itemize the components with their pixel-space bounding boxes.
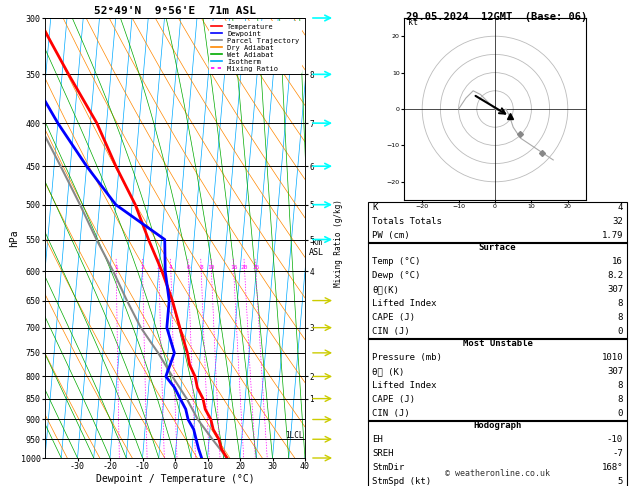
Text: 16: 16 [230,265,237,270]
Text: 20: 20 [241,265,248,270]
Text: PW (cm): PW (cm) [372,231,409,240]
Text: Temp (°C): Temp (°C) [372,257,420,266]
Text: 8: 8 [199,265,203,270]
Text: -10: -10 [607,435,623,444]
Text: SREH: SREH [372,449,394,458]
Text: 2: 2 [141,265,145,270]
Text: CAPE (J): CAPE (J) [372,395,415,404]
Text: 168°: 168° [601,463,623,472]
Text: Dewp (°C): Dewp (°C) [372,271,420,280]
Text: CAPE (J): CAPE (J) [372,313,415,322]
Text: CIN (J): CIN (J) [372,327,409,336]
Text: 1: 1 [114,265,118,270]
Text: 5: 5 [618,477,623,486]
Text: 4: 4 [618,203,623,212]
Text: StmSpd (kt): StmSpd (kt) [372,477,431,486]
Text: -7: -7 [612,449,623,458]
Text: EH: EH [372,435,383,444]
Text: Hodograph: Hodograph [473,421,521,430]
Y-axis label: hPa: hPa [9,229,19,247]
Text: 307: 307 [607,367,623,376]
Legend: Temperature, Dewpoint, Parcel Trajectory, Dry Adiabat, Wet Adiabat, Isotherm, Mi: Temperature, Dewpoint, Parcel Trajectory… [209,21,301,74]
Text: K: K [372,203,377,212]
Text: 0: 0 [618,327,623,336]
Y-axis label: km
ASL: km ASL [309,238,324,258]
Text: 8: 8 [618,299,623,308]
Text: 29.05.2024  12GMT  (Base: 06): 29.05.2024 12GMT (Base: 06) [406,12,587,22]
Text: 0: 0 [618,409,623,418]
Text: Lifted Index: Lifted Index [372,381,437,390]
Text: 8.2: 8.2 [607,271,623,280]
Text: 1010: 1010 [601,353,623,362]
Text: Lifted Index: Lifted Index [372,299,437,308]
Text: Totals Totals: Totals Totals [372,217,442,226]
Text: Mixing Ratio (g/kg): Mixing Ratio (g/kg) [334,199,343,287]
Text: CIN (J): CIN (J) [372,409,409,418]
Text: 307: 307 [607,285,623,294]
Text: 8: 8 [618,313,623,322]
Text: 4: 4 [169,265,173,270]
Text: 8: 8 [618,381,623,390]
Text: © weatheronline.co.uk: © weatheronline.co.uk [445,469,550,478]
Text: 25: 25 [252,265,260,270]
Text: 10: 10 [208,265,215,270]
Text: 6: 6 [186,265,190,270]
Text: 32: 32 [612,217,623,226]
Text: 3: 3 [157,265,161,270]
Title: 52°49'N  9°56'E  71m ASL: 52°49'N 9°56'E 71m ASL [94,6,256,16]
Text: kt: kt [408,18,418,27]
Text: Most Unstable: Most Unstable [462,339,532,348]
Text: Pressure (mb): Pressure (mb) [372,353,442,362]
Text: θᴇ(K): θᴇ(K) [372,285,399,294]
Text: Surface: Surface [479,243,516,252]
X-axis label: Dewpoint / Temperature (°C): Dewpoint / Temperature (°C) [96,474,254,484]
Text: 1.79: 1.79 [601,231,623,240]
Text: 16: 16 [612,257,623,266]
Text: θᴇ (K): θᴇ (K) [372,367,404,376]
Text: StmDir: StmDir [372,463,404,472]
Text: 8: 8 [618,395,623,404]
Text: 1LCL: 1LCL [286,431,304,440]
